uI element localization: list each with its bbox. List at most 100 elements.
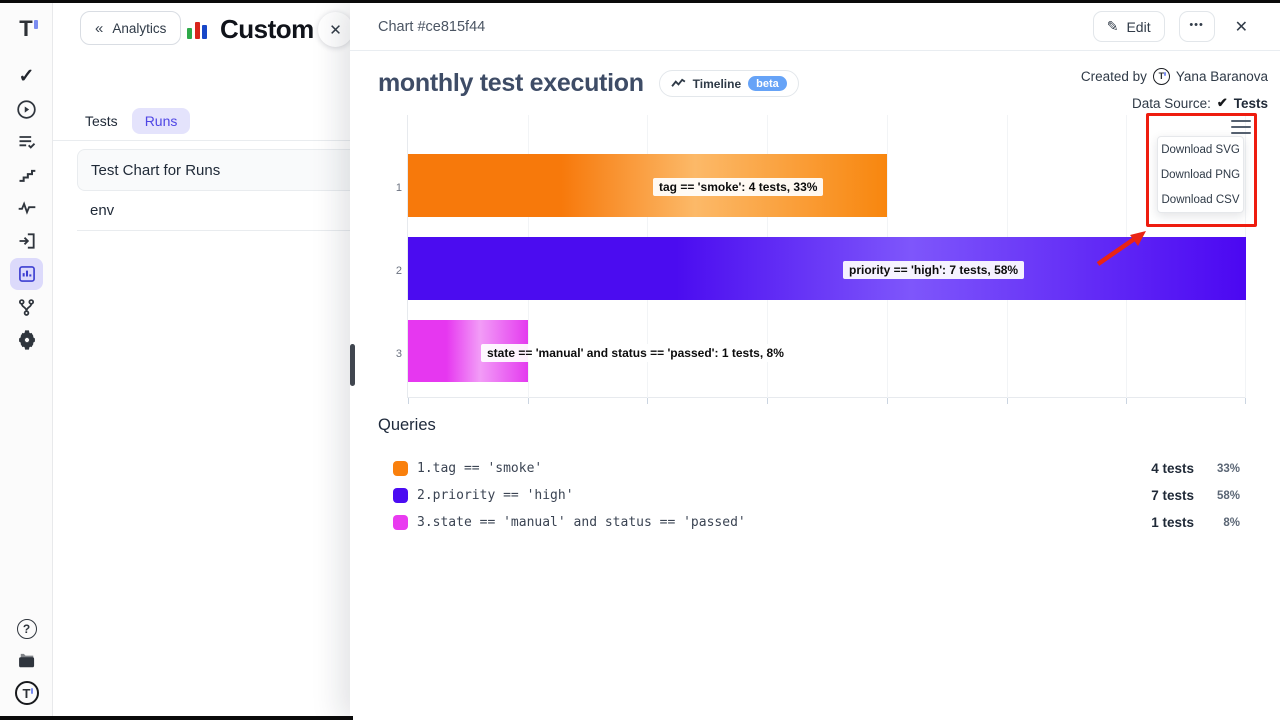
list-item-env[interactable]: env: [77, 191, 350, 231]
query-list: 1. tag == 'smoke' 4 tests 33% 2. priorit…: [350, 455, 1280, 536]
menu-item-download-csv[interactable]: Download CSV: [1161, 193, 1240, 206]
query-row: 3. state == 'manual' and status == 'pass…: [350, 509, 1280, 536]
axis-tick: [1245, 398, 1247, 404]
steps-icon: [19, 169, 35, 182]
y-axis-label-1: 1: [395, 182, 402, 194]
sidebar-item-pulse[interactable]: [10, 192, 43, 224]
edit-label: Edit: [1126, 18, 1151, 35]
back-to-analytics-button[interactable]: « Analytics: [80, 11, 182, 45]
bar-label-3: state == 'manual' and status == 'passed'…: [481, 344, 790, 362]
list-check-icon: [19, 136, 35, 149]
drawer-close-button[interactable]: ✕: [318, 12, 353, 47]
app-logo[interactable]: T: [19, 16, 39, 41]
query-color-swatch: [393, 488, 408, 503]
bar-label-1: tag == 'smoke': 4 tests, 33%: [653, 178, 824, 196]
created-by-name: Yana Baranova: [1175, 68, 1268, 84]
query-text: tag == 'smoke': [432, 461, 543, 476]
list-item-label: env: [90, 202, 115, 219]
tab-tests[interactable]: Tests: [85, 113, 118, 129]
chart-menu-button[interactable]: [1231, 119, 1251, 135]
query-row: 1. tag == 'smoke' 4 tests 33%: [350, 455, 1280, 482]
bar-chart-icon: [18, 266, 35, 282]
app-sidebar: T ✓ ?: [0, 3, 53, 716]
query-color-swatch: [393, 515, 408, 530]
query-index: 1.: [417, 461, 433, 476]
sidebar-item-help[interactable]: ?: [10, 613, 43, 645]
list-item-label: Test Chart for Runs: [91, 161, 221, 179]
import-icon: [19, 233, 35, 249]
sidebar-item-import[interactable]: [10, 225, 43, 257]
query-tests-count: 1 tests: [1151, 515, 1194, 530]
edit-button[interactable]: ✎ Edit: [1092, 11, 1165, 42]
query-index: 2.: [417, 488, 433, 503]
timeline-label: Timeline: [692, 76, 742, 91]
list-item-test-chart-for-runs[interactable]: Test Chart for Runs: [77, 149, 350, 191]
sidebar-item-branches[interactable]: [10, 291, 43, 323]
created-by-label: Created by: [1080, 68, 1147, 84]
sidebar-item-analytics[interactable]: [10, 258, 43, 290]
chevrons-left-icon: «: [95, 19, 104, 37]
chart-emoji-icon: [183, 15, 211, 43]
bar-priority-high[interactable]: [408, 237, 1246, 300]
chart-id-title: Chart #ce815f44: [378, 18, 486, 35]
more-options-button[interactable]: •••: [1178, 11, 1215, 42]
menu-item-download-png[interactable]: Download PNG: [1160, 168, 1241, 181]
beta-badge: beta: [748, 76, 787, 91]
ellipsis-icon: •••: [1189, 18, 1204, 31]
axis-tick: [1006, 398, 1008, 404]
query-percent: 58%: [1216, 489, 1240, 502]
sidebar-item-runs[interactable]: [10, 93, 43, 125]
menu-item-download-svg[interactable]: Download SVG: [1161, 143, 1240, 156]
trend-line-icon: [671, 78, 686, 87]
sidebar-item-tests[interactable]: ✓: [10, 60, 43, 92]
top-frame-bar: [0, 0, 1280, 3]
scrollbar-thumb[interactable]: [350, 344, 355, 386]
axis-tick: [408, 398, 409, 404]
axis-tick: [886, 398, 888, 404]
timeline-toggle-chip[interactable]: Timeline beta: [658, 70, 799, 97]
axis-tick: [527, 398, 529, 404]
query-index: 3.: [417, 515, 433, 530]
check-icon: ✓: [18, 65, 35, 87]
drawer-tabs: Tests Runs: [85, 108, 191, 134]
analytics-drawer: « Analytics Custom Ch ✕ Tests Runs Test …: [53, 3, 353, 716]
tabs-divider: [53, 140, 350, 141]
axis-tick: [1126, 398, 1128, 404]
check-icon: ✔: [1216, 95, 1228, 110]
chart-detail-panel: Chart #ce815f44 ✎ Edit ••• ✕ monthly tes…: [350, 3, 1280, 720]
axis-tick: [647, 398, 649, 404]
query-color-swatch: [393, 461, 408, 476]
chart-meta: Created by T Yana Baranova Data Source: …: [1081, 65, 1268, 114]
query-row: 2. priority == 'high' 7 tests 58%: [350, 482, 1280, 509]
modal-header: Chart #ce815f44 ✎ Edit ••• ✕: [350, 3, 1280, 51]
query-percent: 8%: [1223, 516, 1240, 529]
bottom-frame-bar: [0, 716, 353, 720]
sidebar-item-settings[interactable]: [10, 324, 43, 356]
tab-runs[interactable]: Runs: [131, 108, 191, 134]
sidebar-item-steps[interactable]: [10, 159, 43, 191]
bar-label-2: priority == 'high': 7 tests, 58%: [843, 261, 1025, 279]
queries-heading: Queries: [378, 416, 436, 434]
chart-title: monthly test execution: [378, 69, 644, 97]
query-tests-count: 7 tests: [1151, 488, 1194, 503]
y-axis-label-2: 2: [395, 265, 402, 277]
data-source-label: Data Source:: [1132, 95, 1211, 111]
sidebar-item-test-plans[interactable]: [10, 126, 43, 158]
bar-chart-plot: 1 2 3 tag == 'smoke': 4 tests, 33% prior…: [396, 115, 1247, 404]
pencil-icon: ✎: [1106, 18, 1119, 34]
help-icon: ?: [16, 619, 37, 639]
hamburger-icon: [1231, 120, 1251, 123]
modal-close-button[interactable]: ✕: [1234, 18, 1248, 36]
play-circle-icon: [17, 99, 36, 119]
sidebar-item-library[interactable]: [10, 645, 43, 677]
query-text: priority == 'high': [432, 488, 574, 503]
axis-tick: [767, 398, 769, 404]
sidebar-item-account[interactable]: T: [10, 677, 43, 709]
back-label: Analytics: [112, 20, 167, 36]
creator-avatar: T: [1152, 67, 1170, 85]
download-menu: Download SVG Download PNG Download CSV: [1157, 136, 1244, 213]
y-axis-label-3: 3: [395, 348, 402, 360]
gear-icon: [18, 330, 35, 350]
pulse-icon: [18, 201, 35, 215]
query-percent: 33%: [1216, 462, 1240, 475]
